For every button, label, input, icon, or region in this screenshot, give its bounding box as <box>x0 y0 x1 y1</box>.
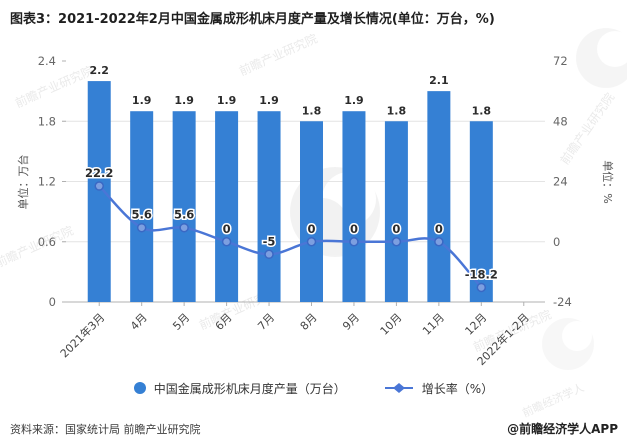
bar-value-label: 1.9 <box>132 94 152 107</box>
chart-title: 图表3：2021-2022年2月中国金属成形机床月度产量及增长情况(单位：万台，… <box>10 12 495 27</box>
watermark-logo <box>576 28 627 88</box>
bar-value-label: 1.9 <box>174 94 194 107</box>
line-value-label: 0 <box>435 222 443 236</box>
line-marker <box>221 237 232 247</box>
bar-value-label: 2.2 <box>89 64 109 77</box>
line-marker <box>434 237 444 247</box>
x-axis-label: 4月 <box>128 311 150 333</box>
legend-item-growth: 增长率（%） <box>384 380 493 397</box>
bar-value-label: 1.9 <box>217 94 237 107</box>
legend-item-production: 中国金属成形机床月度产量（万台） <box>133 380 346 397</box>
x-axis-label: 8月 <box>298 311 320 333</box>
bar-value-label: 2.1 <box>429 74 449 87</box>
line-value-label: -5 <box>263 234 276 248</box>
line-marker <box>349 237 359 247</box>
y-axis-label-right: -24 <box>553 295 572 309</box>
bar <box>172 111 196 302</box>
y-axis-label-right: 48 <box>553 114 568 128</box>
line-series-swatch-icon <box>384 383 413 393</box>
legend-label-growth: 增长率（%） <box>421 381 494 396</box>
y-axis-label-right: 0 <box>553 235 560 249</box>
x-axis-label: 2021年3月 <box>57 310 107 360</box>
x-axis-label: 11月 <box>420 311 447 338</box>
x-axis-label: 7月 <box>255 311 277 333</box>
bar-value-label: 1.8 <box>472 104 492 117</box>
bar <box>215 111 239 302</box>
bar <box>469 121 493 302</box>
line-marker <box>94 181 104 191</box>
bar <box>257 111 281 302</box>
x-axis-label: 5月 <box>170 311 192 333</box>
y-axis-label-left: 0.6 <box>38 235 56 249</box>
line-marker <box>391 237 402 247</box>
line-marker <box>306 237 317 247</box>
bar <box>342 111 366 302</box>
y-axis-label-left: 0 <box>49 295 56 309</box>
watermark-logo <box>542 318 594 370</box>
chart-canvas: 2021年3月 4月 5月 6月 7月 8月 9月 10月 11月 12月2022年1-2月00.… <box>16 28 627 370</box>
data-source-note: 资料来源：国家统计局 前瞻产业研究院 <box>10 423 201 436</box>
x-axis-label: 9月 <box>340 311 362 333</box>
line-value-label: 0 <box>392 222 400 236</box>
y-axis-label-right: 72 <box>553 54 568 68</box>
line-value-label: 5.6 <box>174 208 194 222</box>
x-axis-label: 12月 <box>463 311 490 338</box>
bar-series-swatch-icon <box>133 382 146 394</box>
bar <box>300 121 323 302</box>
y-axis-label-right: 24 <box>553 175 568 189</box>
x-axis-label: 10月 <box>378 311 405 338</box>
bar <box>87 81 111 302</box>
chart-legend: 中国金属成形机床月度产量（万台） 增长率（%） <box>0 377 627 399</box>
x-axis-label: 6月 <box>213 311 235 333</box>
y-axis-label-left: 1.8 <box>38 114 56 128</box>
bar-value-label: 1.8 <box>302 104 322 117</box>
bar <box>427 91 451 302</box>
line-value-label: 0 <box>223 222 231 236</box>
line-value-label: -18.2 <box>465 267 498 281</box>
bar <box>130 111 154 302</box>
y-axis-label-left: 2.4 <box>38 54 56 68</box>
bar-value-label: 1.9 <box>259 94 279 107</box>
line-value-label: 0 <box>307 222 315 236</box>
line-value-label: 22.2 <box>85 166 113 180</box>
axis-title-right: 单位：% <box>601 160 615 203</box>
line-value-label: 5.6 <box>131 208 151 222</box>
growth-line <box>98 185 483 289</box>
credit-note: @前瞻经济学人APP <box>507 422 618 436</box>
legend-label-production: 中国金属成形机床月度产量（万台） <box>153 381 346 396</box>
line-value-label: 0 <box>350 222 358 236</box>
line-marker <box>136 222 147 233</box>
line-marker <box>476 282 487 293</box>
y-axis-label-left: 1.2 <box>38 175 56 189</box>
axis-title-left: 单位：万台 <box>16 155 30 210</box>
bar-value-label: 1.8 <box>387 104 407 117</box>
bar <box>384 121 408 302</box>
bar-value-label: 1.9 <box>344 94 364 107</box>
line-marker <box>179 222 189 233</box>
line-marker <box>264 249 274 260</box>
